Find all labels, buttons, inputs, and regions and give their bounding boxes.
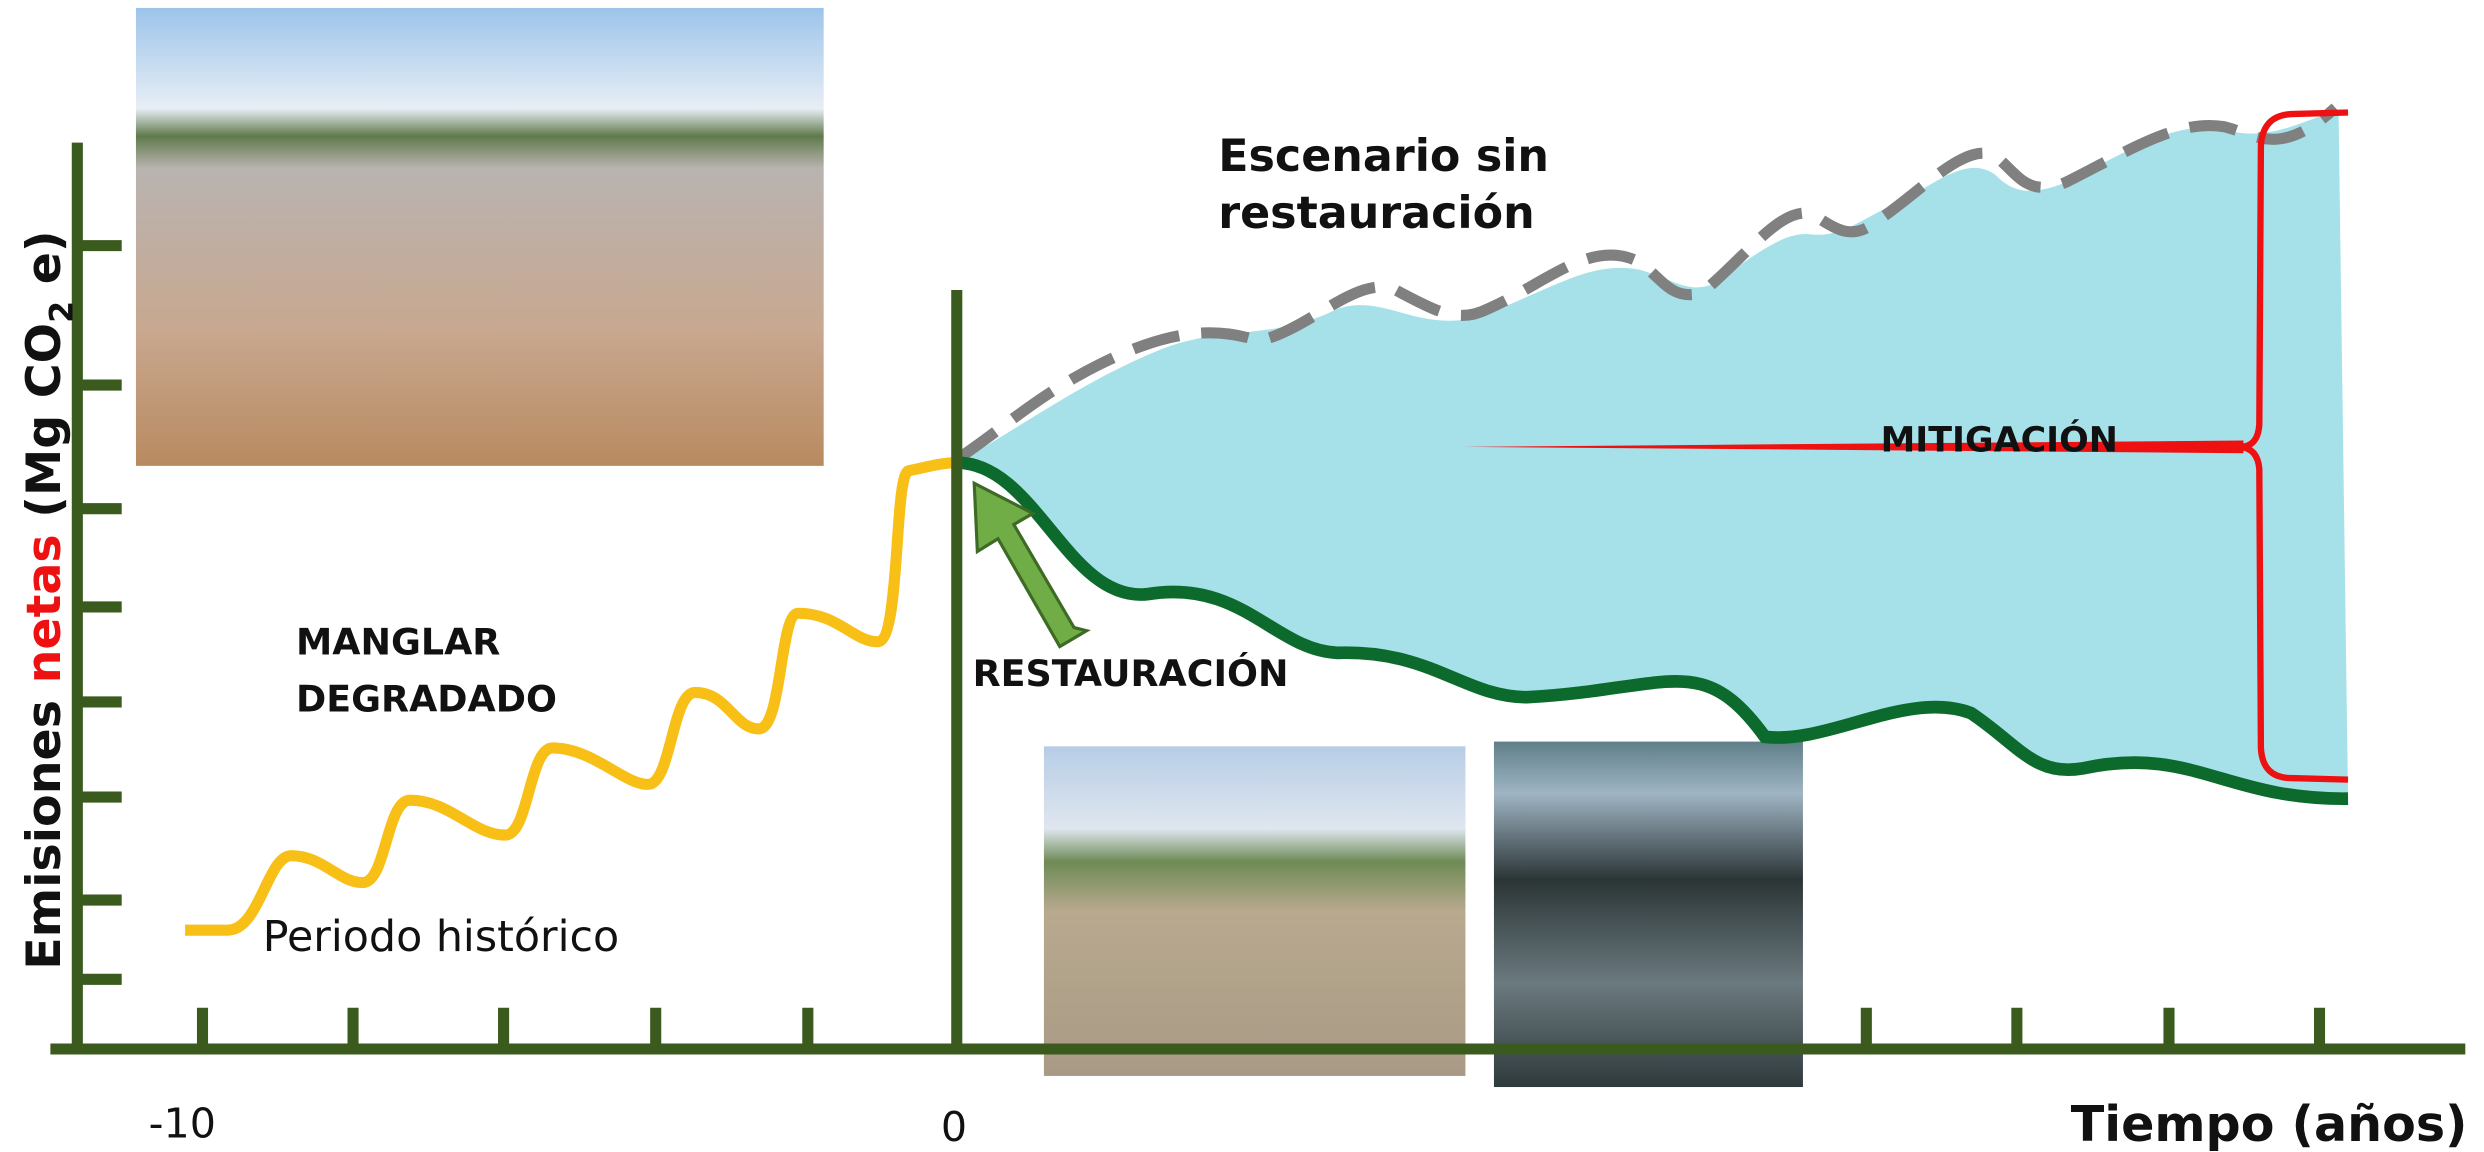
restoration-arrow	[972, 480, 1091, 649]
mitigation-label: MITIGACIÓN	[1881, 419, 2118, 461]
mitigation-pointer	[1463, 440, 2244, 454]
no-restoration-scenario	[953, 103, 2340, 465]
x-tick-label: -10	[149, 1100, 216, 1148]
degraded-label: DEGRADADO	[296, 677, 557, 720]
historical-curve	[185, 457, 957, 936]
y-axis-title-part: Emisiones	[17, 683, 72, 969]
mitigation-area	[956, 110, 2349, 799]
y-axis-title-part: e)	[17, 230, 72, 301]
x-axis-title: Tiempo (años)	[2071, 1095, 2468, 1152]
photo-degraded-mangrove	[135, 7, 824, 466]
restoration-label: RESTAURACIÓN	[973, 651, 1289, 695]
x-tick-label: 0	[941, 1103, 967, 1151]
restoration-curve	[956, 456, 2349, 805]
photo-restoration-work	[1043, 746, 1466, 1076]
scenario-label: Escenario sin	[1218, 131, 1549, 182]
y-axis-title-part: (Mg CO	[17, 323, 72, 534]
y-axis-title-highlight: netas	[17, 534, 72, 683]
y-axis-title: Emisiones netas (Mg CO2 e)	[17, 230, 81, 969]
photo-restoration-enclosures	[1493, 741, 1803, 1088]
y-axis-title-subscript: 2	[45, 301, 81, 323]
scenario-label: restauración	[1218, 188, 1534, 239]
degraded-label: MANGLAR	[296, 620, 500, 663]
x-ticks	[196, 1007, 2326, 1050]
y-ticks	[77, 240, 122, 985]
historical-label: Periodo histórico	[263, 912, 619, 962]
axes	[50, 142, 2466, 1055]
